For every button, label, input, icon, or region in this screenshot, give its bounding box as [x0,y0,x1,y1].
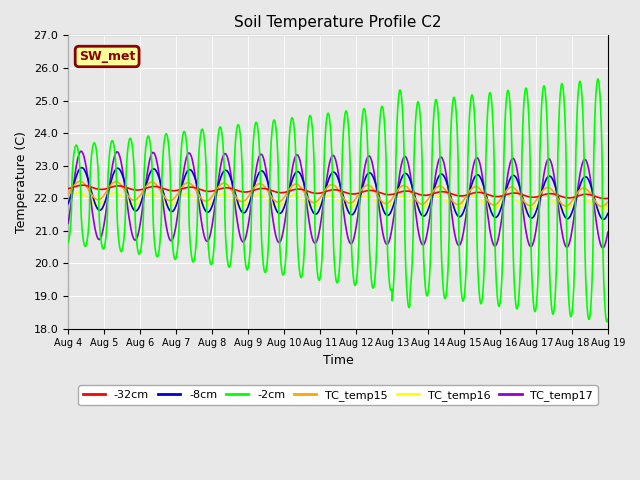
-2cm [244,263,252,268]
TC_temp16 [172,199,179,205]
TC_temp16 [604,203,612,209]
TC_temp17 [64,220,72,226]
-8cm [172,204,179,210]
TC_temp17 [172,226,179,232]
Line: -32cm: -32cm [68,185,608,199]
TC_temp16 [493,204,500,210]
-2cm [492,273,500,279]
TC_temp17 [77,148,85,154]
-32cm [245,189,253,194]
X-axis label: Time: Time [323,354,353,367]
TC_temp17 [422,236,430,242]
TC_temp16 [540,195,548,201]
TC_temp15 [185,180,193,186]
-8cm [245,202,253,207]
-8cm [604,211,612,216]
TC_temp16 [422,203,430,209]
-2cm [604,316,612,322]
TC_temp15 [76,178,84,184]
Y-axis label: Temperature (C): Temperature (C) [15,131,28,233]
-8cm [185,167,193,173]
Line: -8cm: -8cm [68,168,608,219]
TC_temp17 [599,245,607,251]
TC_temp16 [75,190,83,195]
-32cm [422,192,430,198]
-8cm [78,165,86,170]
Legend: -32cm, -8cm, -2cm, TC_temp15, TC_temp16, TC_temp17: -32cm, -8cm, -2cm, TC_temp15, TC_temp16,… [78,385,598,405]
TC_temp17 [245,218,253,224]
TC_temp17 [604,229,612,235]
Line: TC_temp16: TC_temp16 [68,192,608,210]
TC_temp15 [64,192,72,197]
-32cm [601,196,609,202]
-2cm [594,76,602,82]
TC_temp15 [245,193,253,199]
TC_temp17 [185,150,193,156]
-8cm [422,212,430,217]
Title: Soil Temperature Profile C2: Soil Temperature Profile C2 [234,15,442,30]
-8cm [64,201,72,206]
-8cm [540,182,548,188]
-32cm [79,182,86,188]
Line: TC_temp17: TC_temp17 [68,151,608,248]
TC_temp15 [172,194,179,200]
TC_temp16 [245,198,253,204]
TC_temp17 [493,241,500,247]
Line: -2cm: -2cm [68,79,608,322]
TC_temp16 [597,207,605,213]
-8cm [600,216,607,222]
-2cm [64,240,72,246]
-2cm [184,166,192,171]
Text: SW_met: SW_met [79,50,135,63]
TC_temp15 [493,201,500,207]
TC_temp15 [598,204,605,209]
TC_temp15 [604,199,612,205]
TC_temp16 [185,191,193,197]
-2cm [540,83,548,89]
-2cm [171,256,179,262]
TC_temp17 [540,170,548,176]
TC_temp16 [64,197,72,203]
-32cm [64,186,72,192]
-32cm [185,184,193,190]
-32cm [604,195,612,201]
Line: TC_temp15: TC_temp15 [68,181,608,206]
-32cm [540,192,548,198]
-8cm [493,214,500,220]
-2cm [604,319,611,325]
-32cm [493,194,500,200]
TC_temp15 [422,199,430,205]
TC_temp15 [540,186,548,192]
-2cm [422,286,429,292]
-32cm [172,188,179,193]
